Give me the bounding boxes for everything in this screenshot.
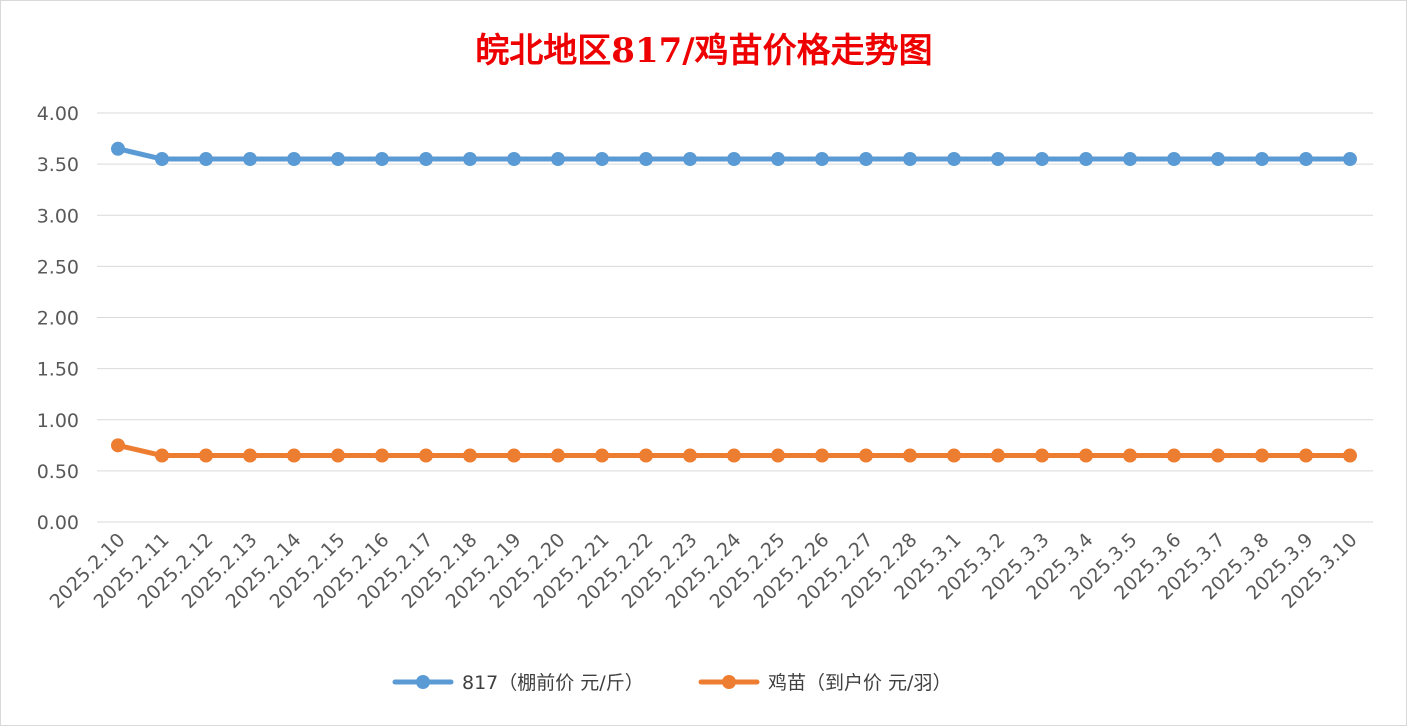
data-point xyxy=(947,152,961,167)
data-point xyxy=(1255,152,1269,167)
data-point xyxy=(727,152,741,167)
data-point xyxy=(375,448,389,463)
data-point xyxy=(1167,152,1181,167)
legend-swatch-marker xyxy=(416,675,430,689)
data-point xyxy=(727,448,741,463)
data-point xyxy=(1123,152,1137,167)
y-tick-label: 1.00 xyxy=(37,410,79,432)
y-axis-tick-labels: 0.00 0.50 1.00 1.50 2.00 2.50 3.00 3.50 4.00 xyxy=(37,103,79,534)
data-point xyxy=(1255,448,1269,463)
data-point xyxy=(1079,448,1093,463)
x-axis-tick-labels: 2025.2.102025.2.112025.2.122025.2.132025… xyxy=(46,529,1362,613)
data-point xyxy=(859,448,873,463)
legend-item: 817（棚前价 元/斤） xyxy=(392,672,644,694)
data-point xyxy=(287,448,301,463)
data-point xyxy=(595,448,609,463)
data-point xyxy=(419,448,433,463)
data-point xyxy=(551,448,565,463)
data-point xyxy=(507,152,521,167)
data-point xyxy=(463,448,477,463)
data-point xyxy=(463,152,477,167)
legend-label: 鸡苗（到户价 元/羽） xyxy=(768,672,951,694)
y-tick-label: 3.00 xyxy=(37,205,79,227)
data-point xyxy=(683,152,697,167)
data-point xyxy=(859,152,873,167)
y-tick-label: 4.00 xyxy=(37,103,79,125)
data-point xyxy=(419,152,433,167)
data-point xyxy=(771,448,785,463)
y-tick-label: 0.50 xyxy=(37,461,79,483)
data-point xyxy=(639,448,653,463)
data-point xyxy=(155,448,169,463)
legend-label: 817（棚前价 元/斤） xyxy=(462,672,644,694)
data-point xyxy=(1299,152,1313,167)
series-2 xyxy=(111,438,1357,463)
series-group xyxy=(111,141,1357,463)
y-tick-label: 2.00 xyxy=(37,308,79,330)
data-point xyxy=(991,152,1005,167)
y-tick-label: 3.50 xyxy=(37,154,79,176)
data-point xyxy=(815,448,829,463)
y-tick-label: 1.50 xyxy=(37,359,79,381)
data-point xyxy=(1211,448,1225,463)
data-point xyxy=(639,152,653,167)
data-point xyxy=(199,152,213,167)
data-point xyxy=(991,448,1005,463)
data-point xyxy=(111,141,125,156)
data-point xyxy=(1299,448,1313,463)
data-point xyxy=(1343,448,1357,463)
data-point xyxy=(199,448,213,463)
data-point xyxy=(815,152,829,167)
data-point xyxy=(1211,152,1225,167)
chart-title: 皖北地区817/鸡苗价格走势图 xyxy=(475,31,932,71)
data-point xyxy=(1079,152,1093,167)
data-point xyxy=(507,448,521,463)
data-point xyxy=(1167,448,1181,463)
legend: 817（棚前价 元/斤） 鸡苗（到户价 元/羽） xyxy=(392,672,951,694)
data-point xyxy=(595,152,609,167)
data-point xyxy=(331,152,345,167)
data-point xyxy=(243,152,257,167)
data-point xyxy=(287,152,301,167)
data-point xyxy=(155,152,169,167)
y-tick-label: 2.50 xyxy=(37,256,79,278)
data-point xyxy=(903,152,917,167)
data-point xyxy=(683,448,697,463)
data-point xyxy=(551,152,565,167)
data-point xyxy=(903,448,917,463)
data-point xyxy=(1343,152,1357,167)
data-point xyxy=(1035,152,1049,167)
data-point xyxy=(1123,448,1137,463)
data-point xyxy=(947,448,961,463)
legend-item: 鸡苗（到户价 元/羽） xyxy=(698,672,951,694)
legend-swatch-marker xyxy=(722,675,736,689)
data-point xyxy=(331,448,345,463)
data-point xyxy=(243,448,257,463)
data-point xyxy=(375,152,389,167)
data-point xyxy=(1035,448,1049,463)
series-1 xyxy=(111,141,1357,167)
gridlines xyxy=(97,112,1373,523)
data-point xyxy=(111,438,125,453)
data-point xyxy=(771,152,785,167)
y-tick-label: 0.00 xyxy=(37,512,79,534)
